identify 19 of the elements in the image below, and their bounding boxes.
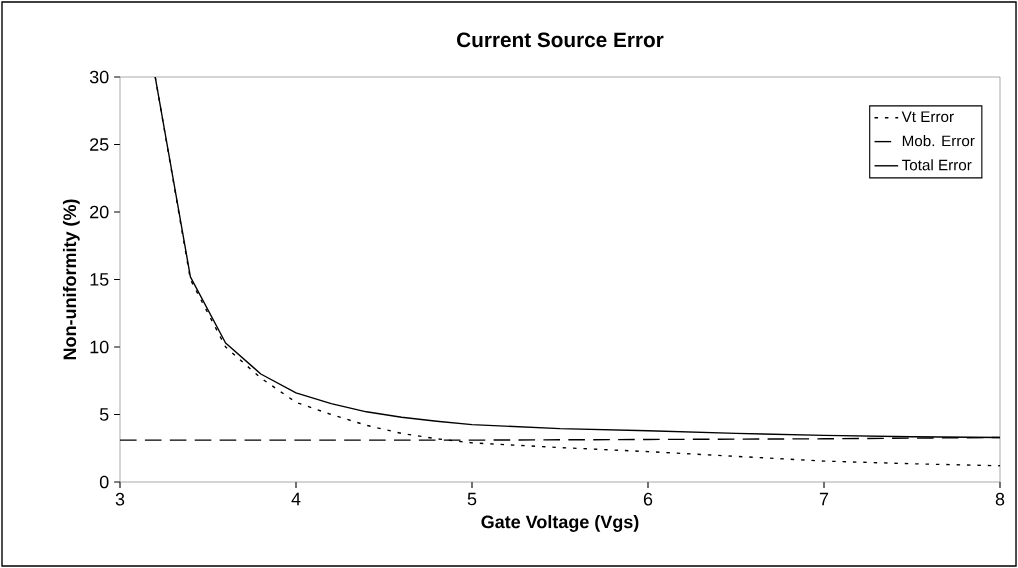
- legend-label: Vt Error: [901, 111, 954, 123]
- x-tick-label: 4: [291, 492, 301, 506]
- y-tick-label: 25: [90, 138, 109, 151]
- legend-label: Mob. Error: [902, 135, 975, 147]
- y-tick-label: 20: [90, 205, 109, 219]
- x-tick-label: 5: [467, 492, 477, 506]
- y-tick-label: 30: [89, 70, 109, 84]
- chart-title: Current Source Error: [457, 32, 664, 48]
- x-tick-label: 6: [643, 492, 653, 506]
- legend-label: Total Error: [901, 159, 972, 171]
- y-axis-title: Non-uniformity (%): [62, 199, 80, 360]
- x-axis-title: Gate Voltage (Vgs): [481, 515, 639, 532]
- y-tick-label: 5: [99, 408, 109, 421]
- x-tick-label: 3: [115, 492, 125, 506]
- y-tick-label: 10: [90, 340, 109, 354]
- x-tick-label: 7: [819, 492, 829, 506]
- x-tick-label: 8: [995, 492, 1005, 506]
- y-tick-label: 0: [99, 475, 109, 489]
- y-tick-label: 15: [90, 273, 109, 286]
